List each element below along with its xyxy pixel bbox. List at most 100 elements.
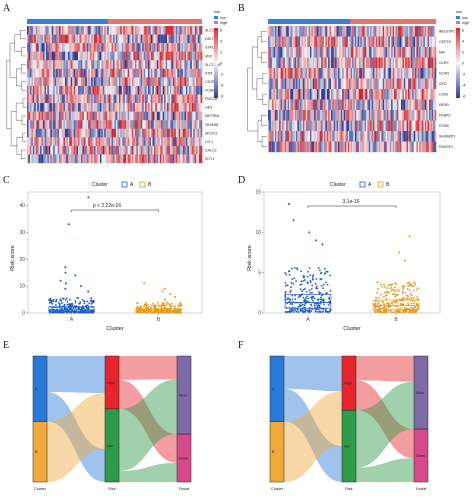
heat-cell [416, 26, 419, 37]
heat-cell [45, 60, 48, 70]
heat-cell [69, 128, 72, 138]
heat-cell [412, 120, 414, 132]
heat-cell [284, 26, 287, 37]
heat-cell [178, 154, 181, 164]
heat-cell [287, 89, 290, 100]
heat-cell [172, 120, 175, 129]
heat-cell [62, 111, 64, 121]
heat-cell [419, 47, 421, 58]
heat-cell [104, 43, 107, 52]
heat-cell [395, 110, 398, 121]
heat-cell [164, 68, 166, 78]
heat-cell [283, 131, 286, 142]
heat-cell [130, 120, 133, 129]
heat-cell [108, 154, 111, 164]
heat-cell [406, 36, 409, 48]
heat-cell [72, 154, 74, 164]
heat-cell [387, 131, 389, 142]
heat-cell [284, 110, 287, 121]
heat-cell [276, 68, 279, 79]
heat-cell [127, 154, 130, 164]
heat-cell [121, 43, 124, 52]
heat-cell [31, 60, 34, 70]
heat-cell [394, 57, 396, 69]
heat-cell [185, 137, 188, 147]
heat-cell [75, 154, 77, 164]
heat-cell [433, 131, 435, 142]
heat-cell [140, 43, 143, 52]
heat-cell [121, 145, 124, 155]
heat-cell [115, 68, 118, 78]
jitter-point [403, 285, 406, 287]
heat-cell [130, 51, 133, 61]
heat-cell [136, 128, 139, 138]
heat-cell [345, 99, 347, 111]
heat-cell [28, 43, 31, 52]
heat-cell [312, 89, 315, 100]
heat-cell [398, 68, 400, 79]
heat-cell [289, 131, 291, 142]
heat-cell [339, 99, 342, 111]
y-axis-label-c: Risk score [10, 245, 16, 271]
heat-cell [188, 85, 191, 95]
heat-cell [140, 68, 143, 78]
heat-cell [162, 34, 165, 44]
jitter-point [289, 286, 292, 289]
heat-cell [123, 68, 126, 78]
jitter-point [57, 301, 60, 304]
jitter-point [310, 310, 313, 312]
heat-cell [175, 43, 178, 52]
jitter-point [392, 288, 394, 291]
heat-cell [429, 26, 431, 37]
heat-cell [381, 110, 384, 121]
heat-cell [156, 154, 159, 164]
heat-cell [50, 137, 53, 147]
heat-cell [389, 36, 392, 48]
heat-cell [310, 141, 312, 153]
heat-cell [333, 120, 336, 132]
heat-cell [360, 78, 363, 90]
heat-cell [152, 85, 155, 95]
heat-cell [101, 26, 104, 35]
heat-cell [53, 154, 56, 164]
heat-cell [197, 154, 200, 164]
heat-cell [171, 77, 174, 87]
jitter-point [82, 306, 85, 309]
heat-cell [413, 120, 416, 132]
heat-cell [314, 26, 316, 37]
heat-cell [417, 141, 420, 153]
heat-cell [315, 47, 318, 58]
heat-cell [276, 36, 279, 48]
heat-cell [48, 77, 51, 87]
heat-cell [279, 57, 281, 69]
jitter-point [383, 303, 385, 306]
heat-cell [286, 36, 288, 48]
jitter-point [320, 284, 323, 287]
heat-cell [357, 141, 360, 153]
heat-cell [363, 89, 365, 100]
heat-cell [287, 78, 290, 90]
heat-cell [140, 128, 143, 138]
heat-cell [357, 47, 360, 58]
heat-cell [167, 85, 169, 95]
gene-label: SCY1 [205, 157, 214, 161]
heat-cell [290, 47, 293, 58]
jitter-point [51, 303, 54, 305]
heat-cell [35, 77, 38, 87]
heat-cell [43, 26, 45, 35]
heat-cell [161, 154, 163, 164]
heat-cell [40, 128, 42, 138]
heat-cell [276, 89, 279, 100]
heat-cell [352, 110, 354, 121]
heat-cell [325, 131, 328, 142]
heat-cell [298, 78, 301, 90]
heat-cell [394, 131, 396, 142]
heat-cell [335, 131, 337, 142]
heat-cell [335, 36, 337, 48]
heat-cell [300, 78, 302, 90]
heat-cell [76, 77, 79, 87]
heat-cell [86, 94, 89, 104]
heat-cell [142, 68, 144, 78]
heat-cell [429, 78, 431, 90]
heat-cell [279, 110, 281, 121]
